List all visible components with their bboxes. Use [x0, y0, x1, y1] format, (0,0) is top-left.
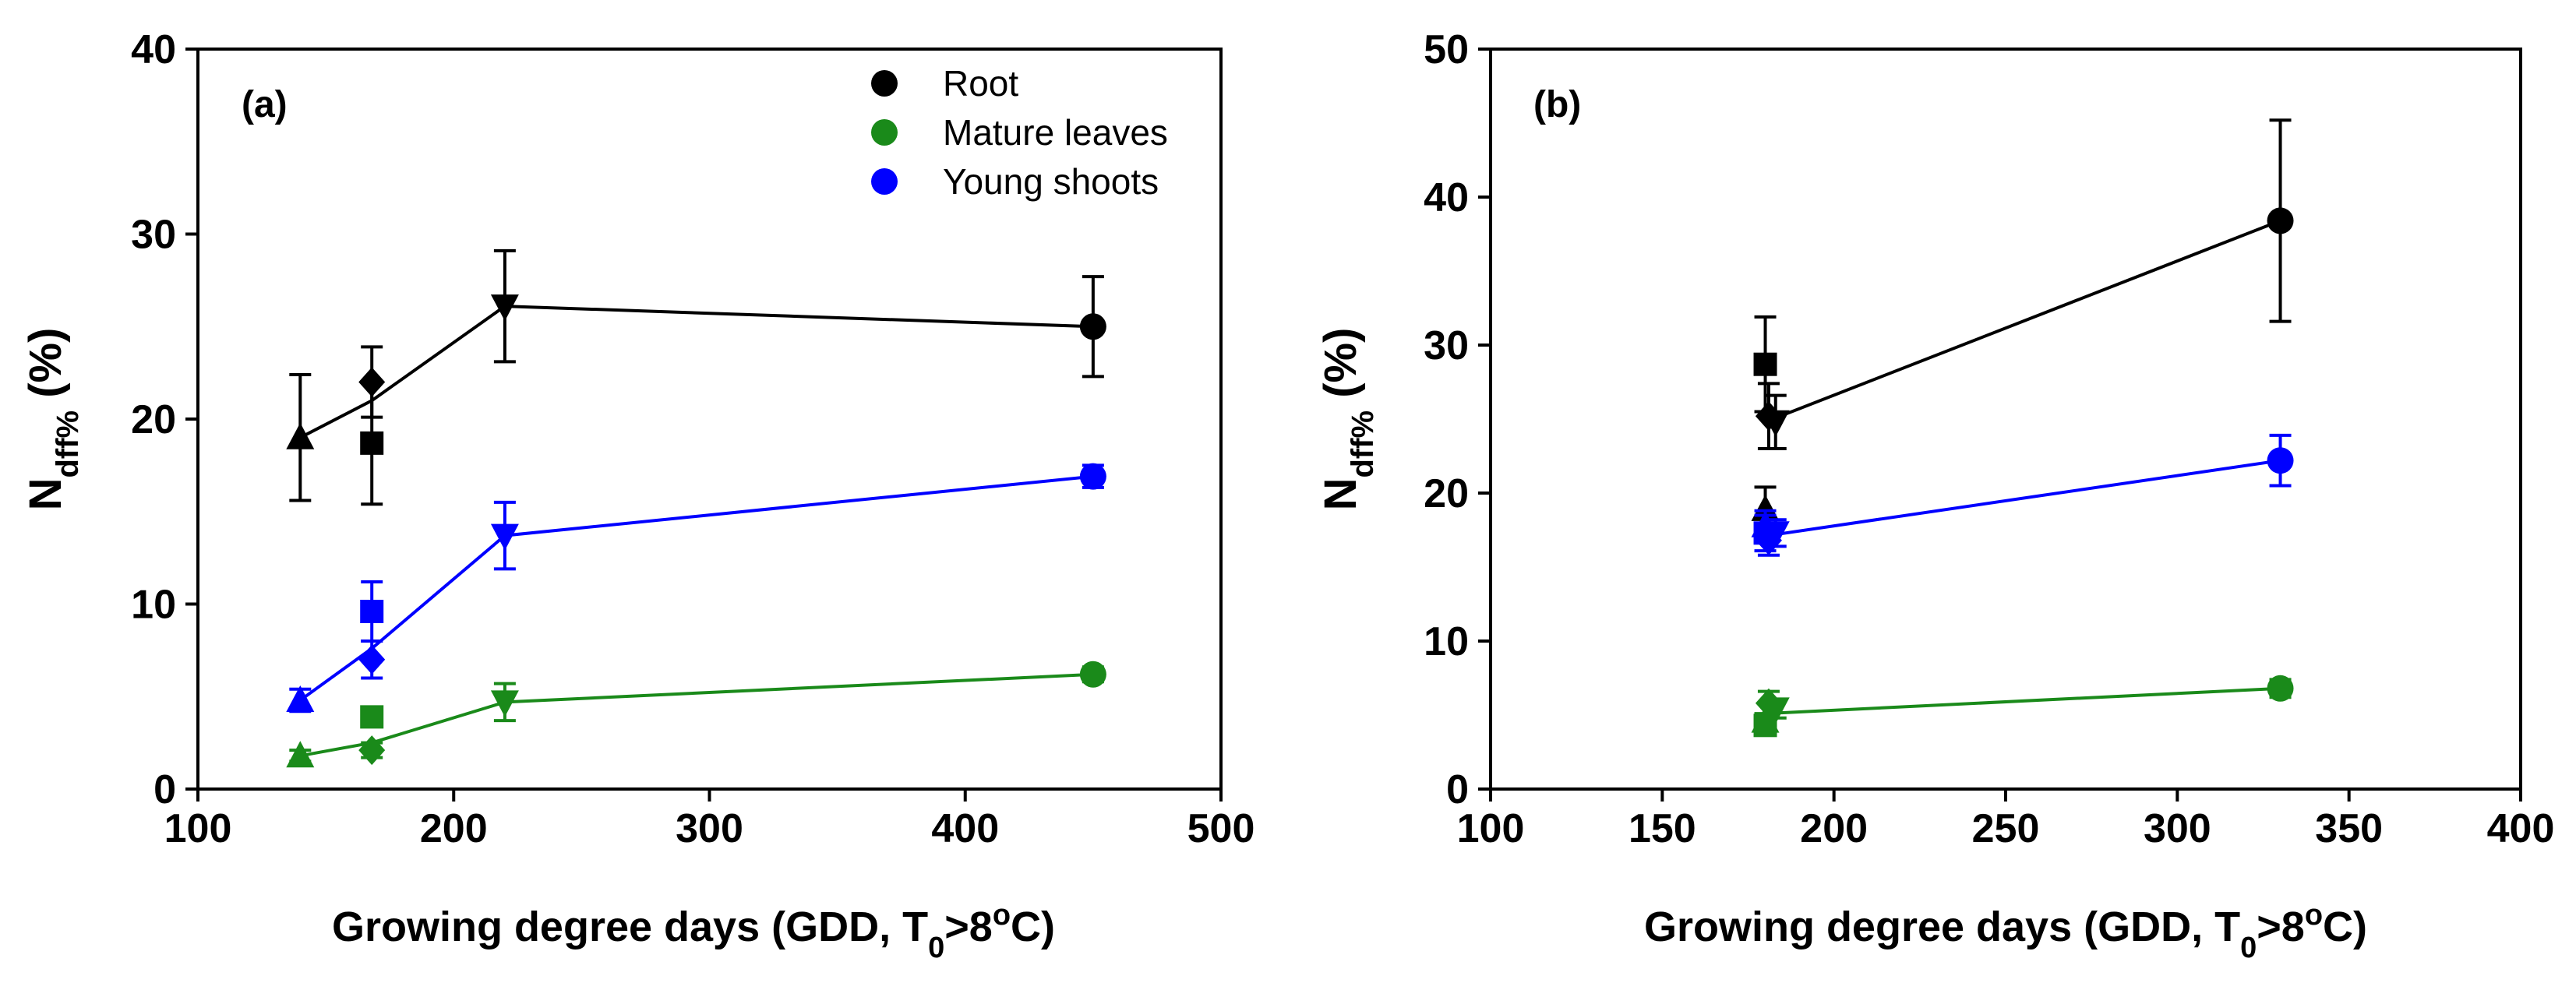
legend-label-young-shoots: Young shoots [943, 161, 1159, 202]
x-tick-label-a: 500 [1187, 806, 1255, 851]
plot-frame-a [196, 48, 1223, 791]
x-tick-label-b: 300 [2144, 806, 2211, 851]
data-point-root-triangle-down [1761, 410, 1790, 437]
x-tick-label-b: 100 [1457, 806, 1525, 851]
x-axis-label-a: Growing degree days (GDD, T0>8oC) [332, 899, 1055, 964]
x-tick-label-a: 200 [420, 806, 488, 851]
series-line-mature-leaves [1765, 686, 2281, 716]
data-point-root-square [1753, 352, 1777, 376]
x-tick-label-b: 200 [1800, 806, 1868, 851]
panel-label-a: (a) [242, 84, 288, 125]
panel-label-b: (b) [1533, 84, 1581, 125]
y-tick-label-a: 20 [131, 397, 176, 442]
ticks-b: 100 150 200 250 300 350 400 0 10 20 30 40 50 [1424, 27, 2554, 851]
x-tick-label-a: 400 [931, 806, 999, 851]
x-tick-label-b: 350 [2315, 806, 2383, 851]
data-point-young-shoots-circle [1079, 463, 1106, 490]
y-tick-label-a: 10 [131, 583, 176, 628]
legend-label-root: Root [943, 63, 1018, 104]
x-tick-label-a: 100 [164, 806, 232, 851]
legend-label-mature-leaves: Mature leaves [943, 112, 1168, 153]
data-point-root-square [360, 431, 384, 455]
data-point-mature-leaves-diamond [358, 735, 386, 766]
x-axis-label-b: Growing degree days (GDD, T0>8oC) [1644, 899, 2367, 964]
legend-item-young-shoots: Young shoots [871, 161, 1159, 202]
series-mature-leaves-a [286, 661, 1106, 768]
y-tick-label-b: 30 [1424, 323, 1469, 368]
y-axis-label-a: Ndff% (%) [20, 328, 85, 511]
legend-item-mature-leaves: Mature leaves [871, 112, 1168, 153]
series-line-young-shoots [299, 474, 1094, 702]
data-point-mature-leaves-circle [2267, 675, 2294, 702]
y-tick-label-b: 40 [1424, 175, 1469, 220]
legend-marker-root [871, 70, 898, 97]
series-root-b [1751, 118, 2294, 534]
data-point-young-shoots-square [360, 600, 384, 623]
x-tick-label-b: 400 [2487, 806, 2555, 851]
series-line-young-shoots [1765, 459, 2281, 538]
data-point-young-shoots-triangle-down [490, 523, 519, 551]
data-point-young-shoots-triangle-down [1761, 521, 1790, 548]
data-point-root-triangle-down [490, 294, 519, 322]
panel-b: 100 150 200 250 300 350 400 0 10 20 30 40 50 (b) Ndf… [1315, 27, 2554, 964]
data-point-mature-leaves-triangle-up [286, 741, 315, 768]
data-point-root-circle [1079, 313, 1106, 340]
data-point-mature-leaves-triangle-down [1761, 697, 1790, 724]
data-point-mature-leaves-triangle-down [490, 690, 519, 717]
ticks-a: 100 200 300 400 500 0 10 20 30 40 [131, 27, 1254, 851]
data-point-young-shoots-diamond [358, 644, 386, 675]
legend-marker-mature-leaves [871, 119, 898, 146]
x-tick-label-b: 150 [1629, 806, 1696, 851]
y-tick-label-b: 20 [1424, 471, 1469, 516]
series-mature-leaves-b [1751, 675, 2294, 738]
series-line-mature-leaves [299, 672, 1093, 758]
y-tick-label-a: 40 [131, 27, 176, 72]
legend: Root Mature leaves Young shoots [871, 63, 1168, 202]
plot-frame-b [1489, 48, 2522, 791]
legend-item-root: Root [871, 63, 1018, 104]
x-tick-label-a: 300 [676, 806, 743, 851]
series-a [286, 248, 1106, 768]
data-point-root-circle [2267, 207, 2294, 234]
data-point-young-shoots-triangle-up [286, 685, 315, 712]
y-axis-label-b: Ndff% (%) [1315, 328, 1380, 511]
series-young-shoots-a [286, 463, 1106, 713]
y-tick-label-b: 10 [1424, 619, 1469, 664]
series-young-shoots-b [1751, 433, 2294, 557]
data-point-young-shoots-circle [2267, 447, 2294, 474]
y-tick-label-a: 0 [154, 767, 176, 812]
panel-a: 100 200 300 400 500 0 10 20 30 40 (a) Root Mature… [20, 27, 1254, 964]
data-point-root-triangle-up [286, 422, 315, 449]
y-tick-label-b: 0 [1446, 767, 1469, 812]
data-point-mature-leaves-circle [1079, 661, 1106, 688]
series-line-root [299, 305, 1093, 439]
x-tick-label-b: 250 [1972, 806, 2040, 851]
y-tick-label-a: 30 [131, 213, 176, 258]
y-tick-label-b: 50 [1424, 27, 1469, 72]
legend-marker-young-shoots [871, 168, 898, 195]
data-point-mature-leaves-square [360, 705, 384, 729]
series-b [1751, 118, 2294, 738]
series-line-root [1764, 219, 2281, 424]
series-root-a [286, 248, 1106, 506]
